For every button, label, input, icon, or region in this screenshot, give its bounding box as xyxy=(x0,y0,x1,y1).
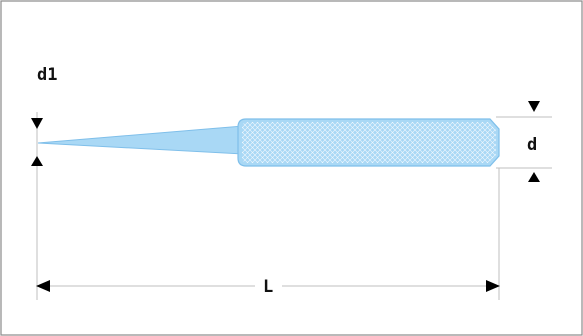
overall-length-right-arrow xyxy=(486,280,500,292)
extension-lines xyxy=(36,112,552,300)
tool-body-knurling xyxy=(242,122,496,163)
d1-bottom-arrow xyxy=(31,156,43,166)
d1-top-arrow xyxy=(31,118,43,129)
d-bottom-arrow xyxy=(528,172,540,182)
label-d1: d1 xyxy=(37,65,57,85)
label-d: d xyxy=(527,135,537,155)
arrowheads xyxy=(31,101,540,292)
overall-length-left-arrow xyxy=(36,280,50,292)
label-L: L xyxy=(263,277,273,297)
d-top-arrow xyxy=(528,101,540,112)
